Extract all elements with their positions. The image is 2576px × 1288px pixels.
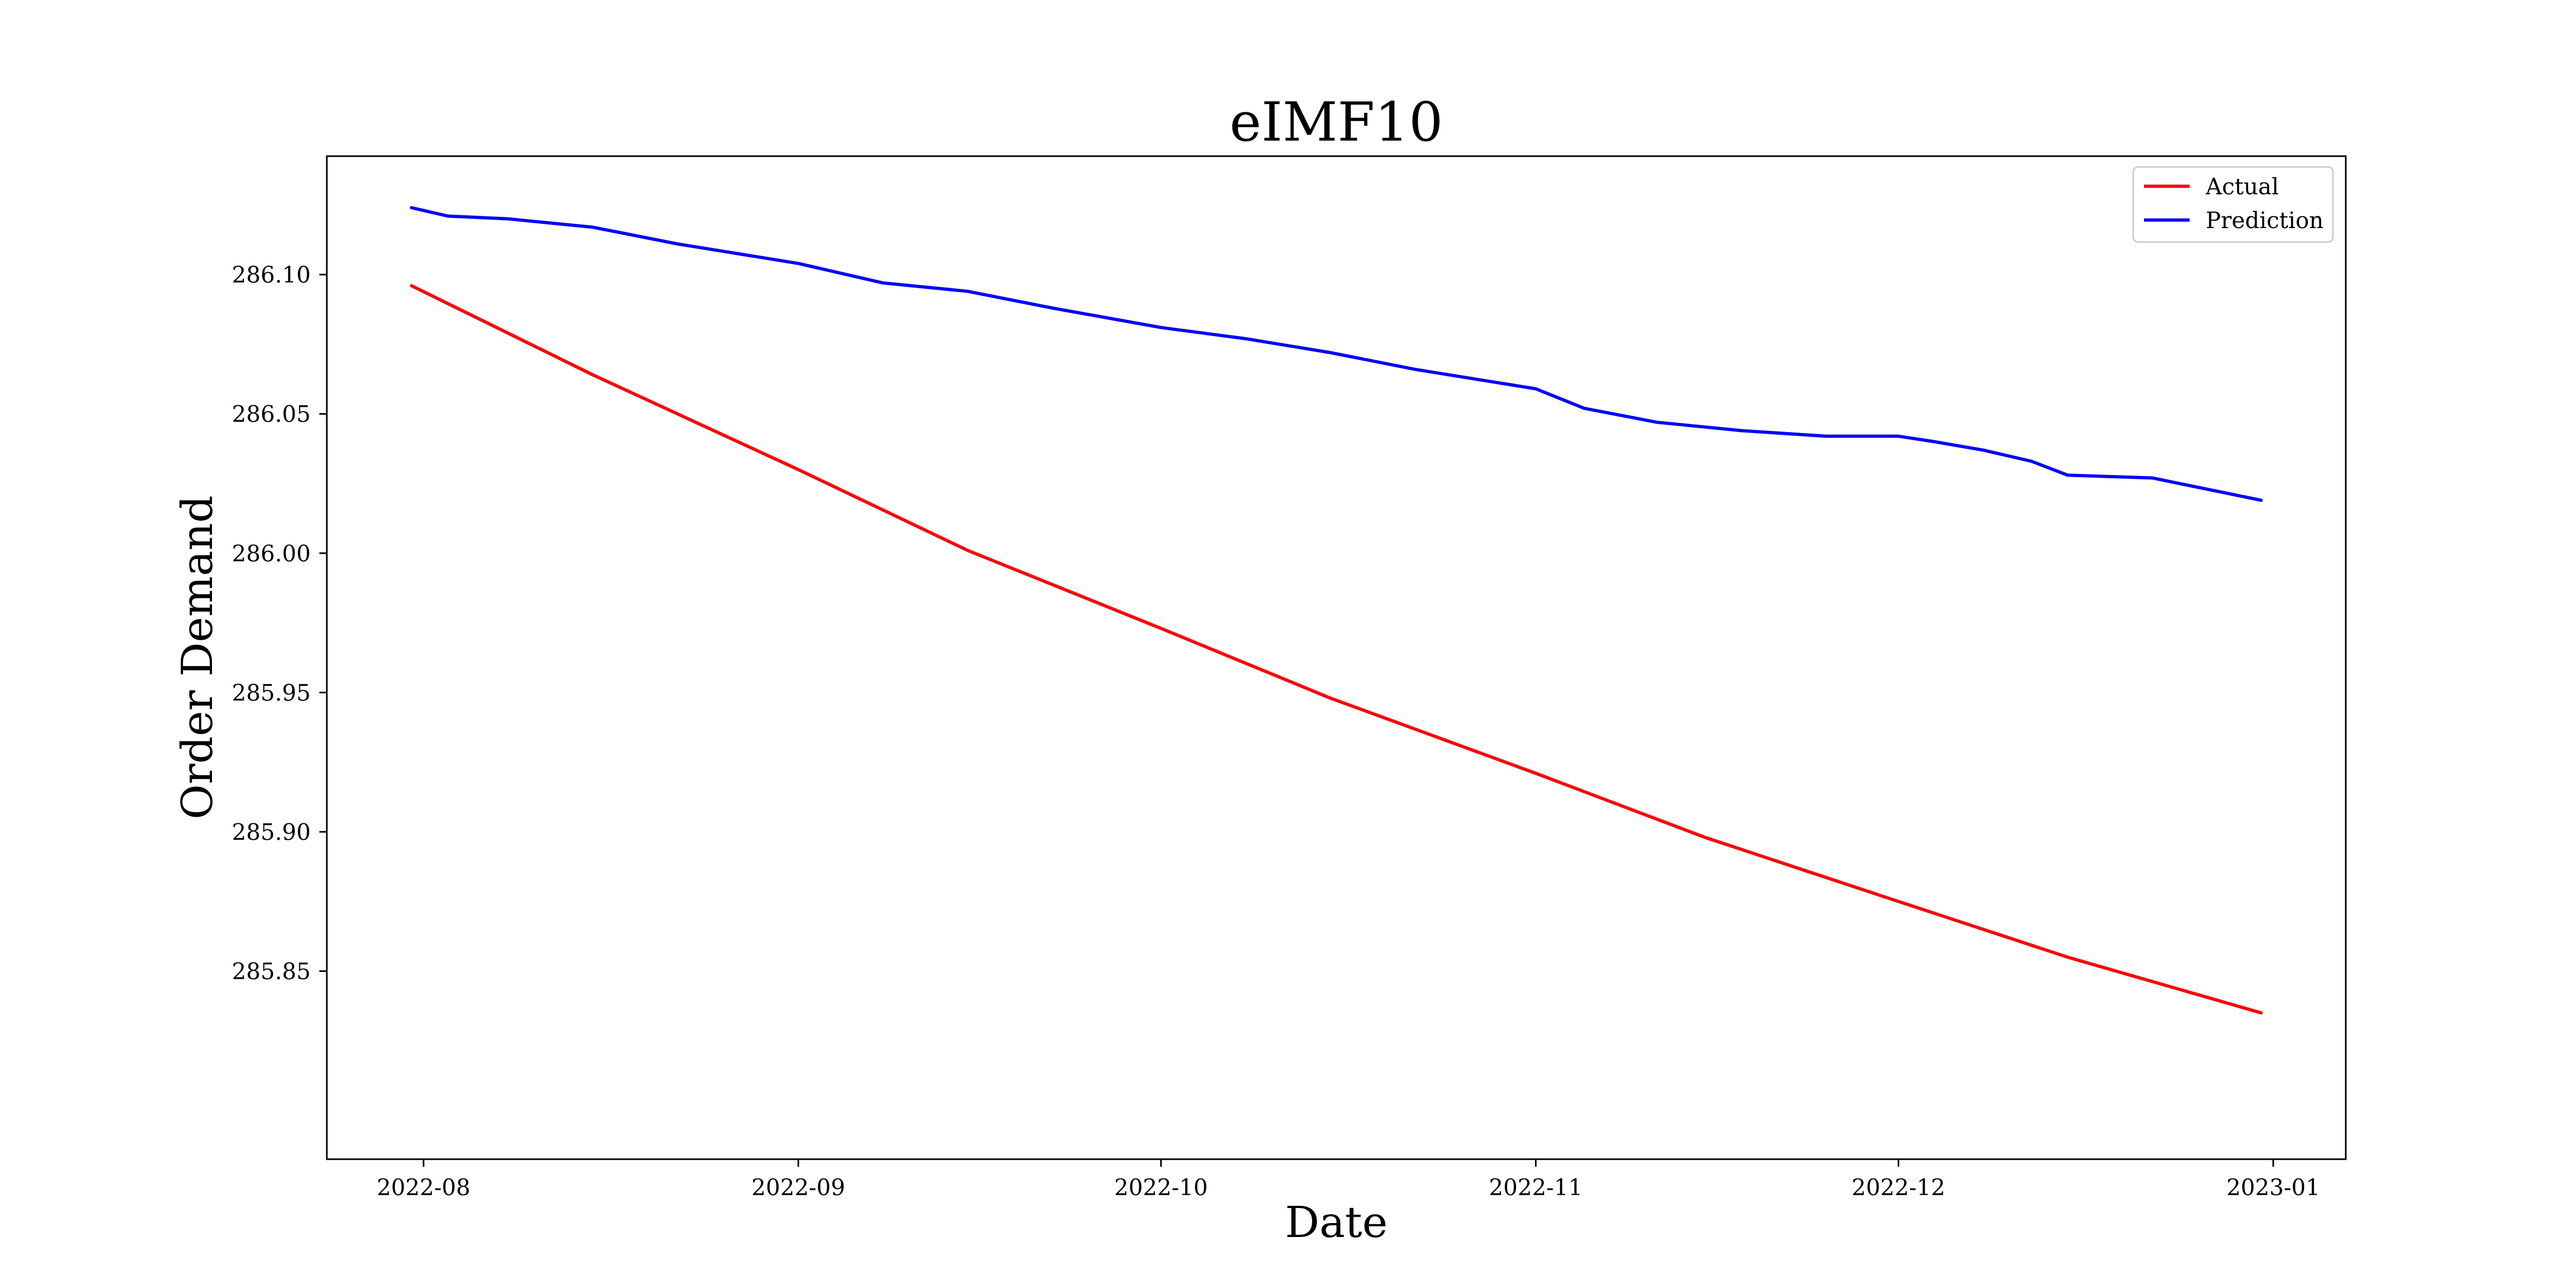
y-tick-label: 286.05 (232, 401, 311, 427)
x-tick-label: 2022-12 (1851, 1174, 1945, 1201)
x-axis-label: Date (1285, 1197, 1387, 1247)
y-tick-label: 286.00 (232, 540, 311, 567)
x-tick-label: 2022-08 (377, 1174, 471, 1201)
y-tick-label: 286.10 (232, 262, 311, 288)
y-tick-label: 285.85 (232, 958, 311, 985)
y-axis: 285.85 285.90 285.95 286.00 286.05 286.10 (232, 262, 327, 985)
series-line-prediction (409, 206, 2263, 502)
chart-title: eIMF10 (1230, 91, 1443, 153)
x-axis: 2022-08 2022-09 2022-10 2022-11 2022-12 2023-… (377, 1159, 2320, 1201)
series-layer (409, 206, 2263, 1015)
x-tick-label: 2023-01 (2227, 1174, 2321, 1201)
plot-frame (326, 155, 2347, 1160)
x-tick-label: 2022-11 (1489, 1174, 1583, 1201)
legend: Actual Prediction (2132, 166, 2334, 243)
y-tick-label: 285.95 (232, 679, 311, 706)
x-tick-label: 2022-10 (1114, 1174, 1208, 1201)
legend-label-prediction: Prediction (2206, 207, 2324, 233)
legend-label-actual: Actual (2205, 173, 2279, 200)
x-tick-label: 2022-09 (751, 1174, 845, 1201)
y-tick-label: 285.90 (232, 819, 311, 845)
series-line-actual (409, 284, 2263, 1015)
y-axis-label: Order Demand (172, 495, 222, 819)
